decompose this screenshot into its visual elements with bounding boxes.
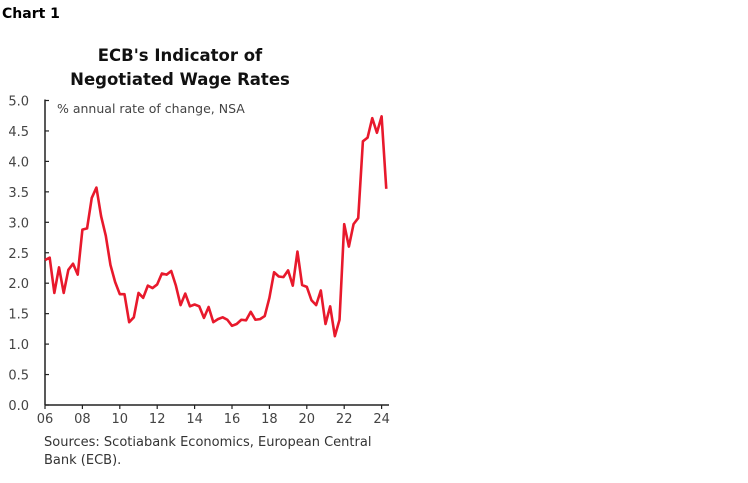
chart-title-line-2: Negotiated Wage Rates — [70, 70, 290, 89]
y-tick-label: 2.5 — [8, 247, 29, 262]
y-tick-label: 3.5 — [8, 186, 29, 201]
y-tick-label: 1.0 — [8, 338, 29, 353]
x-tick-label: 12 — [149, 412, 166, 427]
axes: 0.0 0.5 1.0 1.5 2.0 2.5 3.0 3.5 4.0 4.5 5.0 06 08 10 1… — [8, 95, 390, 428]
chart-title: ECB's Indicator of Negotiated Wage Rates — [40, 44, 320, 92]
x-tick-label: 20 — [299, 412, 316, 427]
sources-note: Sources: Scotiabank Economics, European … — [44, 435, 372, 468]
x-tick-label: 18 — [261, 412, 278, 427]
x-tick-label: 06 — [37, 412, 54, 427]
chart-subtitle: % annual rate of change, NSA — [57, 101, 245, 116]
series-line — [44, 115, 388, 338]
x-tick-label: 16 — [224, 412, 241, 427]
x-tick-label: 24 — [373, 412, 390, 427]
y-tick-label: 5.0 — [8, 95, 29, 110]
y-tick-label: 3.0 — [8, 216, 29, 231]
x-tick-label: 10 — [112, 412, 129, 427]
y-tick-label: 4.5 — [8, 125, 29, 140]
y-tick-label: 0.0 — [8, 399, 29, 414]
series-line-group — [44, 115, 388, 338]
y-tick-label: 0.5 — [8, 369, 29, 384]
chart-label: Chart 1 — [2, 6, 60, 22]
x-tick-label: 14 — [186, 412, 203, 427]
y-tick-label: 1.5 — [8, 308, 29, 323]
y-tick-label: 2.0 — [8, 277, 29, 292]
x-tick-label: 08 — [74, 412, 91, 427]
y-tick-label: 4.0 — [8, 155, 29, 170]
chart-title-line-1: ECB's Indicator of — [97, 46, 263, 65]
x-tick-label: 22 — [336, 412, 353, 427]
